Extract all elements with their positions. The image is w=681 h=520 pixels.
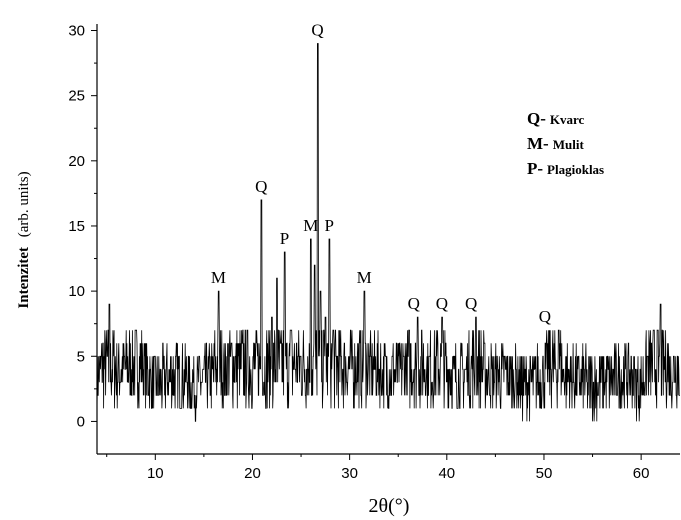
x-axis-label: 2θ(°) [369,495,410,517]
y-tick-label: 5 [77,348,85,365]
peak-label: Q [255,177,267,196]
y-tick-label: 25 [68,88,85,105]
x-tick-label: 10 [147,465,164,482]
y-axis-label-bold: Intenzitet [16,247,32,309]
x-tick-label: 50 [536,465,553,482]
y-tick-label: 15 [68,218,85,235]
diffraction-series-line [96,43,680,422]
y-axis-label-units: (arb. units) [16,171,32,237]
x-tick-label: 30 [341,465,358,482]
x-ticks: 10 20 30 40 50 60 [106,454,650,482]
peak-label: M [211,268,226,287]
y-ticks: 0 5 10 15 20 25 30 [68,23,97,430]
legend-name: Kvarc [550,112,585,127]
peak-label: M [303,216,318,235]
peak-label: Q [311,21,323,40]
x-tick-label: 20 [244,465,261,482]
peak-label: P [280,229,289,248]
legend-key: Q- [527,109,546,128]
x-tick-label: 60 [633,465,650,482]
peak-label: Q [465,294,477,313]
peak-label: Q [539,307,551,326]
legend-entry: Q- Kvarc [527,109,585,128]
y-tick-label: 0 [77,413,85,430]
y-axis-label: Intenzitet (arb. units) [16,171,32,308]
y-tick-label: 30 [68,23,85,40]
peak-label: P [324,216,333,235]
peak-label: Q [408,294,420,313]
legend-key: M- [527,134,549,153]
legend-name: Mulit [553,137,585,152]
y-tick-label: 20 [68,153,85,170]
legend-key: P- [527,159,543,178]
peak-label: Q [436,294,448,313]
x-tick-label: 40 [438,465,455,482]
legend-entry: M- Mulit [527,134,584,153]
legend-entry: P- Plagioklas [527,159,604,178]
y-tick-label: 10 [68,283,85,300]
legend-name: Plagioklas [547,162,604,177]
peak-label: M [357,268,372,287]
